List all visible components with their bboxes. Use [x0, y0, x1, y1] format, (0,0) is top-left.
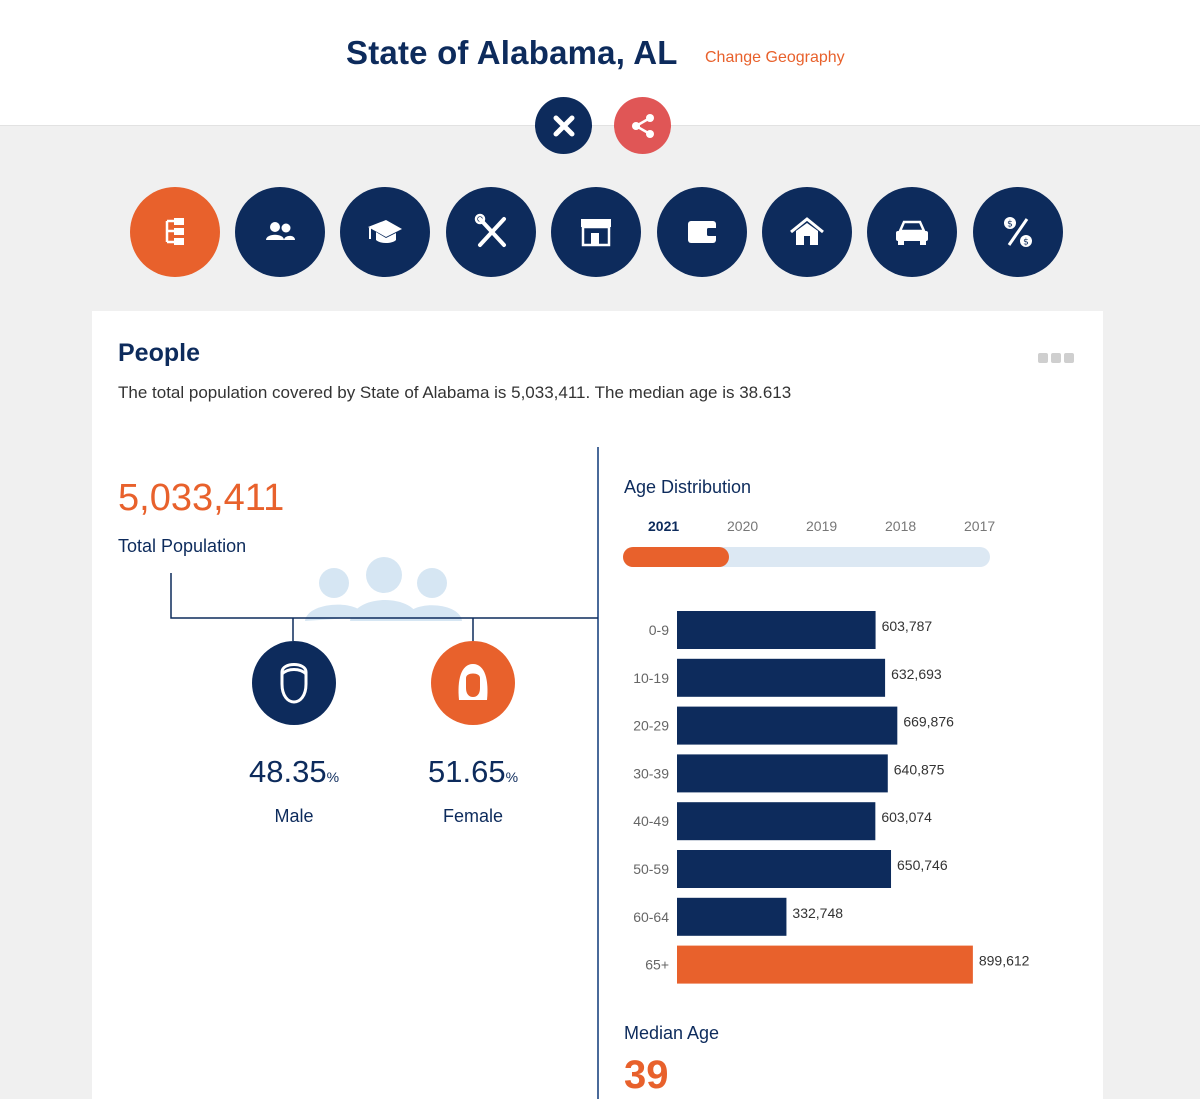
age-bar-30-39[interactable]: [677, 754, 888, 793]
age-group-label: 20-29: [633, 718, 669, 734]
age-group-label: 10-19: [633, 670, 669, 686]
male-label: Male: [274, 806, 314, 826]
more-options-button[interactable]: [1038, 353, 1074, 363]
category-people[interactable]: [130, 187, 220, 277]
people-silhouette-icon: [305, 557, 462, 621]
category-finance[interactable]: $ $: [973, 187, 1063, 277]
age-bar-50-59[interactable]: [677, 850, 892, 888]
tools-icon: [474, 213, 506, 247]
category-households[interactable]: [235, 187, 325, 277]
section-summary: The total population covered by State of…: [118, 383, 792, 402]
wallet-icon: [688, 221, 717, 243]
svg-text:$: $: [1023, 238, 1029, 248]
age-group-label: 60-64: [633, 909, 669, 925]
year-tab-2020[interactable]: 2020: [727, 518, 759, 534]
age-bar-value: 899,612: [979, 953, 1030, 969]
category-income[interactable]: [657, 187, 747, 277]
storefront-icon: [581, 219, 611, 247]
header: State of Alabama, AL Change Geography: [0, 0, 1200, 126]
share-button[interactable]: [614, 97, 671, 154]
column-divider: [597, 447, 599, 1099]
age-bar-10-19[interactable]: [677, 658, 886, 697]
group-icon: [266, 222, 295, 240]
close-button[interactable]: [535, 97, 592, 154]
median-age-label: Median Age: [624, 1023, 720, 1043]
age-bar-value: 650,746: [897, 857, 948, 873]
total-population-value: 5,033,411: [118, 477, 285, 519]
age-bar-20-29[interactable]: [677, 706, 898, 745]
change-geography-link[interactable]: Change Geography: [705, 49, 845, 66]
age-bar-0-9[interactable]: [677, 611, 876, 649]
category-housing[interactable]: [762, 187, 852, 277]
age-bar-value: 669,876: [903, 714, 954, 730]
age-bar-65+[interactable]: [677, 945, 973, 984]
percent-coins-icon: $ $: [1004, 217, 1032, 248]
age-group-label: 65+: [645, 957, 669, 973]
category-transportation[interactable]: [867, 187, 957, 277]
male-face-icon: [280, 663, 308, 704]
people-panel: People The total population covered by S…: [92, 311, 1103, 1099]
year-selector: 2021 2020 2019 2018 2017: [648, 518, 1043, 534]
median-age-value: 39: [624, 1053, 669, 1097]
svg-text:$: $: [1007, 220, 1013, 230]
house-icon: [790, 217, 824, 245]
age-bar-value: 632,693: [891, 666, 942, 682]
male-avatar: [252, 641, 336, 725]
car-icon: [896, 220, 928, 245]
age-bar-60-64[interactable]: [677, 897, 787, 936]
total-population-label: Total Population: [118, 536, 247, 556]
category-employment[interactable]: [446, 187, 536, 277]
age-bar-40-49[interactable]: [677, 802, 876, 841]
year-slider-fill[interactable]: [623, 547, 729, 567]
age-bar-value: 603,074: [881, 809, 932, 825]
year-tab-2021[interactable]: 2021: [648, 518, 680, 534]
age-bar-value: 332,748: [792, 905, 843, 921]
age-group-label: 40-49: [633, 813, 669, 829]
age-distribution-title: Age Distribution: [624, 477, 752, 497]
population-tree-lines: [170, 557, 598, 641]
year-tab-2017[interactable]: 2017: [964, 518, 996, 534]
female-label: Female: [442, 806, 504, 826]
age-group-label: 0-9: [649, 622, 669, 638]
page-title: State of Alabama, AL: [346, 34, 678, 71]
year-tab-2019[interactable]: 2019: [806, 518, 838, 534]
category-education[interactable]: [340, 187, 430, 277]
close-icon: [553, 115, 574, 136]
share-icon: [631, 113, 654, 138]
age-group-label: 30-39: [633, 765, 669, 781]
age-group-label: 50-59: [633, 861, 669, 877]
year-tab-2018[interactable]: 2018: [885, 518, 917, 534]
graduation-cap-icon: [368, 220, 402, 243]
age-bar-value: 640,875: [894, 761, 945, 777]
female-avatar: [431, 641, 515, 725]
age-distribution-chart: 0-9 603,787 10-19 632,693 20-29 669,876 30-39 6…: [633, 611, 1030, 984]
age-bar-value: 603,787: [882, 618, 933, 634]
female-face-icon: [458, 664, 488, 700]
org-chart-icon: [165, 218, 184, 245]
section-title: People: [118, 339, 200, 367]
female-percentage: 51.65%: [427, 754, 519, 789]
male-percentage: 48.35%: [248, 754, 340, 789]
category-business[interactable]: [551, 187, 641, 277]
